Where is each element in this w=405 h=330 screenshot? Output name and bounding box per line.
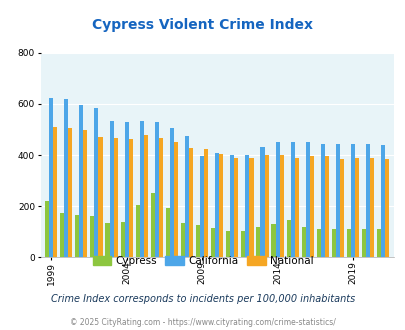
Bar [185, 136, 189, 257]
Bar [241, 231, 245, 257]
Bar [189, 148, 193, 257]
Bar [376, 229, 380, 257]
Bar [380, 145, 384, 257]
Bar [143, 135, 147, 257]
Bar [279, 155, 283, 257]
Bar [365, 144, 369, 257]
Bar [135, 205, 139, 257]
Bar [109, 120, 113, 257]
Bar [301, 227, 305, 257]
Bar [331, 229, 335, 257]
Bar [94, 108, 98, 257]
Bar [211, 228, 215, 257]
Text: Crime Index corresponds to incidents per 100,000 inhabitants: Crime Index corresponds to incidents per… [51, 294, 354, 304]
Bar [124, 122, 128, 257]
Bar [354, 158, 358, 257]
Bar [260, 148, 264, 257]
Bar [113, 139, 117, 257]
Bar [64, 99, 68, 257]
Bar [60, 213, 64, 257]
Bar [226, 231, 230, 257]
Bar [230, 155, 234, 257]
Bar [79, 105, 83, 257]
Bar [200, 156, 204, 257]
Bar [139, 121, 143, 257]
Bar [181, 223, 185, 257]
Bar [369, 158, 373, 257]
Bar [150, 193, 154, 257]
Bar [83, 130, 87, 257]
Bar [219, 154, 223, 257]
Bar [105, 223, 109, 257]
Bar [120, 222, 124, 257]
Bar [294, 158, 298, 257]
Bar [165, 208, 169, 257]
Bar [158, 138, 162, 257]
Bar [154, 122, 158, 257]
Bar [45, 201, 49, 257]
Bar [215, 152, 219, 257]
Bar [98, 137, 102, 257]
Bar [196, 225, 200, 257]
Bar [68, 128, 72, 257]
Bar [249, 158, 253, 257]
Legend: Cypress, California, National: Cypress, California, National [88, 252, 317, 270]
Bar [324, 156, 328, 257]
Bar [309, 156, 313, 257]
Bar [286, 220, 290, 257]
Bar [271, 224, 275, 257]
Text: © 2025 CityRating.com - https://www.cityrating.com/crime-statistics/: © 2025 CityRating.com - https://www.city… [70, 318, 335, 327]
Bar [290, 142, 294, 257]
Bar [128, 139, 132, 257]
Bar [339, 159, 343, 257]
Bar [75, 215, 79, 257]
Bar [173, 142, 178, 257]
Bar [320, 144, 324, 257]
Bar [90, 216, 94, 257]
Bar [53, 127, 57, 257]
Bar [316, 229, 320, 257]
Bar [49, 98, 53, 257]
Bar [256, 227, 260, 257]
Text: Cypress Violent Crime Index: Cypress Violent Crime Index [92, 18, 313, 32]
Bar [169, 128, 173, 257]
Bar [245, 155, 249, 257]
Bar [305, 142, 309, 257]
Bar [204, 149, 208, 257]
Bar [264, 155, 268, 257]
Bar [275, 142, 279, 257]
Bar [346, 229, 350, 257]
Bar [234, 158, 238, 257]
Bar [335, 144, 339, 257]
Bar [350, 144, 354, 257]
Bar [361, 229, 365, 257]
Bar [384, 159, 388, 257]
